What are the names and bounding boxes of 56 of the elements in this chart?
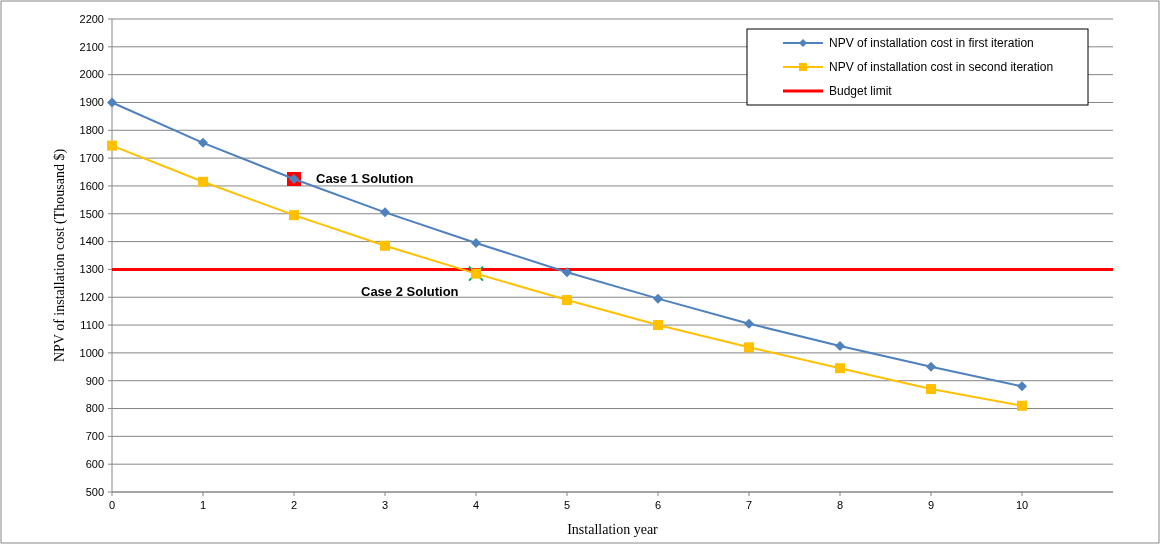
y-tick-label: 2200	[79, 12, 104, 25]
point	[107, 140, 117, 151]
x-tick-label: 4	[472, 499, 480, 511]
legend-label: Budget limit	[829, 84, 893, 99]
point	[198, 137, 208, 148]
x-tick-label: 1	[199, 499, 207, 511]
annotation: Case 1 Solution	[316, 170, 414, 186]
point	[744, 318, 754, 329]
y-tick-label: 700	[85, 430, 104, 443]
y-tick-label: 1500	[79, 207, 104, 220]
y-tick-label: 1800	[79, 124, 104, 137]
x-tick-label: 2	[290, 499, 298, 511]
y-tick-label: 1300	[79, 263, 104, 276]
y-tick-label: 600	[85, 458, 104, 471]
x-tick-label: 3	[381, 499, 389, 511]
legend-label: NPV of installation cost in first iteration	[829, 36, 1034, 51]
point	[653, 320, 663, 331]
y-tick-label: 2100	[79, 40, 104, 53]
point	[835, 363, 845, 374]
x-tick-label: 8	[836, 499, 844, 511]
y-tick-label: 1600	[79, 179, 104, 192]
x-tick-label: 0	[108, 499, 116, 511]
point	[380, 207, 390, 218]
legend-label: NPV of installation cost in second iteration	[829, 60, 1054, 75]
x-tick-label: 7	[745, 499, 753, 511]
y-tick-label: 1000	[79, 346, 104, 359]
y-tick-label: 2000	[79, 68, 104, 81]
y-axis-title: NPV of installation cost (Thousand $)	[52, 148, 68, 363]
annotation: Case 2 Solution	[361, 283, 459, 299]
y-tick-label: 1900	[79, 96, 104, 109]
x-tick-label: 10	[1015, 499, 1029, 511]
point	[289, 210, 299, 221]
point	[198, 176, 208, 187]
y-tick-label: 1200	[79, 291, 104, 304]
point	[380, 240, 390, 251]
y-tick-label: 800	[85, 402, 104, 415]
point	[471, 237, 481, 248]
point	[835, 340, 845, 351]
x-tick-label: 9	[927, 499, 935, 511]
y-tick-label: 1400	[79, 235, 104, 248]
y-tick-label: 1100	[80, 318, 104, 331]
point	[926, 361, 936, 372]
y-tick-label: 1700	[79, 151, 104, 164]
point	[744, 342, 754, 353]
point	[926, 384, 936, 395]
x-tick-label: 5	[563, 499, 571, 511]
point	[1017, 381, 1027, 392]
y-tick-label: 900	[85, 374, 104, 387]
y-tick-label: 500	[85, 485, 104, 498]
point	[107, 97, 117, 108]
point	[1017, 400, 1027, 411]
x-axis-title: Installation year	[567, 522, 659, 537]
x-tick-label: 6	[654, 499, 662, 511]
point	[562, 295, 572, 306]
point	[562, 267, 572, 278]
point	[653, 293, 663, 304]
